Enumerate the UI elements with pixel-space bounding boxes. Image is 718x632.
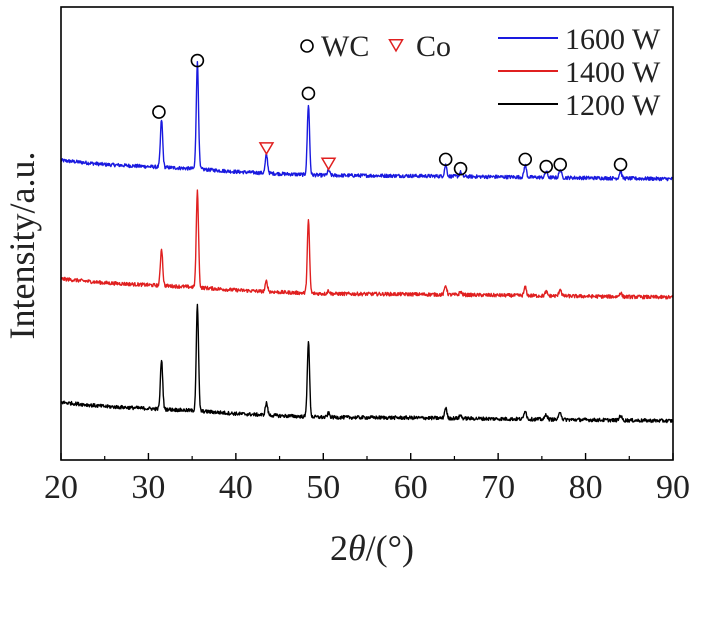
x-tick-label: 70: [481, 469, 515, 506]
wc-peak-marker: [453, 161, 468, 176]
series-line-1400-w: [60, 189, 674, 300]
x-tick-label: 20: [44, 469, 78, 506]
legend-label-1200-w: 1200 W: [565, 89, 661, 122]
series-line-1600-w: [60, 60, 674, 182]
legend-label-1400-w: 1400 W: [565, 56, 661, 89]
x-tick-label: 50: [306, 469, 340, 506]
wc-peak-marker: [539, 159, 554, 174]
wc-peak-marker: [301, 86, 316, 101]
x-axis-label-prefix: 2: [330, 528, 348, 568]
x-axis-label-suffix: /(°): [366, 528, 414, 568]
wc-peak-marker: [518, 152, 533, 167]
x-tick-label: 40: [219, 469, 253, 506]
legend-wc-label: WC: [321, 30, 369, 63]
x-axis-label-symbol: θ: [348, 528, 366, 568]
wc-peak-marker: [152, 105, 166, 119]
x-axis-label: 2θ/(°): [330, 528, 414, 568]
wc-peak-marker: [190, 53, 205, 68]
wc-peak-marker: [553, 157, 568, 172]
x-tick-label: 30: [131, 469, 165, 506]
series-line-1200-w: [60, 303, 674, 424]
co-peak-marker: [258, 142, 275, 156]
y-axis-label: Intensity/a.u.: [2, 152, 42, 340]
x-tick-label: 60: [394, 469, 428, 506]
wc-peak-marker: [613, 157, 628, 172]
x-tick-label: 80: [569, 469, 603, 506]
legend-label-1600-w: 1600 W: [565, 23, 661, 56]
legend-co-label: Co: [416, 30, 451, 63]
wc-peak-marker: [438, 152, 453, 167]
co-peak-marker: [320, 157, 337, 171]
legend-wc-symbol: [300, 39, 314, 53]
legend-co-symbol: [388, 39, 404, 53]
x-tick-label: 90: [656, 469, 690, 506]
